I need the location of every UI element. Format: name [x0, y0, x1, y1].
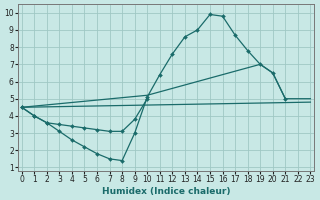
X-axis label: Humidex (Indice chaleur): Humidex (Indice chaleur) — [102, 187, 230, 196]
